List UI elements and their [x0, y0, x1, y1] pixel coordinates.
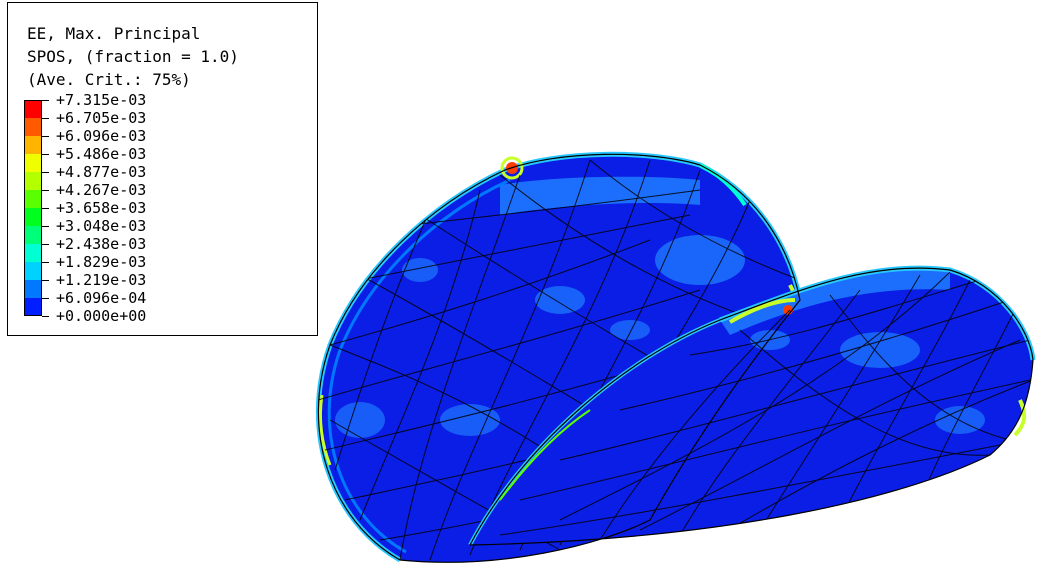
- legend-tick: [42, 244, 49, 245]
- legend-title-line-3: (Ave. Crit.: 75%): [27, 70, 191, 89]
- legend-tick: [42, 298, 49, 299]
- legend-tick: [42, 316, 49, 317]
- legend-tick-label: +0.000e+00: [56, 307, 147, 325]
- legend-tick: [42, 118, 49, 119]
- legend-tick-label: +5.486e-03: [56, 145, 147, 163]
- right-shell-mesh: [499, 271, 1033, 541]
- legend-tick-label: +4.267e-03: [56, 181, 147, 199]
- legend-tick-label: +6.705e-03: [56, 109, 147, 127]
- left-shell-contours: [335, 176, 745, 438]
- legend-tick: [42, 154, 49, 155]
- legend-tick: [42, 100, 49, 101]
- legend-tick: [42, 190, 49, 191]
- legend-tick-label: +1.219e-03: [56, 271, 147, 289]
- contour-legend: EE, Max. Principal SPOS, (fraction = 1.0…: [7, 2, 318, 336]
- legend-tick-label: +6.096e-04: [56, 289, 147, 307]
- legend-color-bar-border: [24, 100, 42, 316]
- legend-tick-label: +3.658e-03: [56, 199, 147, 217]
- legend-tick: [42, 280, 49, 281]
- legend-tick-label: +4.877e-03: [56, 163, 147, 181]
- legend-tick-label: +1.829e-03: [56, 253, 147, 271]
- legend-tick: [42, 262, 49, 263]
- legend-tick-label: +3.048e-03: [56, 217, 147, 235]
- legend-tick: [42, 136, 49, 137]
- legend-tick: [42, 208, 49, 209]
- legend-tick-label: +2.438e-03: [56, 235, 147, 253]
- legend-title-line-1: EE, Max. Principal: [27, 24, 201, 43]
- legend-tick-label: +6.096e-03: [56, 127, 147, 145]
- legend-tick-label: +7.315e-03: [56, 91, 147, 109]
- legend-tick: [42, 226, 49, 227]
- legend-title-line-2: SPOS, (fraction = 1.0): [27, 47, 239, 66]
- legend-tick: [42, 172, 49, 173]
